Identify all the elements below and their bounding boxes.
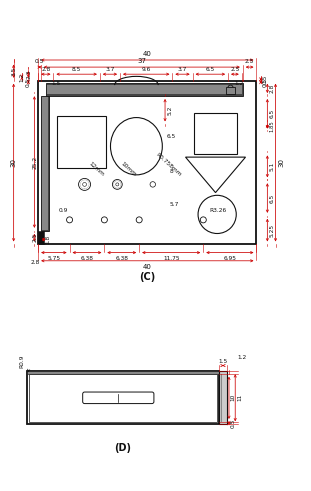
Text: (D): (D) — [115, 443, 132, 453]
Text: 11: 11 — [237, 394, 242, 402]
Text: 1.85: 1.85 — [270, 121, 275, 132]
Bar — [219, 371, 226, 424]
Text: 3.7: 3.7 — [105, 67, 115, 72]
Text: 5.7: 5.7 — [169, 202, 179, 207]
Bar — [29, 374, 217, 422]
Text: 2.5: 2.5 — [230, 67, 239, 72]
Text: R0.758mm: R0.758mm — [154, 152, 182, 177]
Text: 8.5: 8.5 — [72, 67, 81, 72]
Text: 1.2: 1.2 — [20, 73, 25, 82]
Text: 37: 37 — [137, 58, 146, 64]
Text: 8: 8 — [169, 169, 173, 174]
Text: 5.1: 5.1 — [270, 162, 275, 171]
Bar — [221, 374, 222, 422]
Bar — [42, 97, 48, 230]
Text: 2.8: 2.8 — [270, 83, 275, 93]
Bar — [48, 85, 242, 94]
Text: 6.5: 6.5 — [206, 67, 215, 72]
Text: 10mm: 10mm — [120, 161, 137, 177]
Text: 40: 40 — [143, 264, 152, 270]
Text: 1.2: 1.2 — [238, 355, 247, 360]
Bar — [194, 113, 237, 154]
Text: 40: 40 — [143, 51, 152, 57]
Text: 0.9: 0.9 — [58, 208, 68, 213]
Text: 0.5: 0.5 — [26, 78, 30, 87]
Text: 5.2: 5.2 — [167, 106, 172, 115]
Text: 6.38: 6.38 — [81, 256, 94, 261]
Text: R3.26: R3.26 — [209, 208, 226, 213]
Text: 0.5: 0.5 — [231, 418, 236, 428]
Text: 5.75: 5.75 — [47, 256, 60, 261]
Text: 1.5: 1.5 — [52, 81, 61, 85]
Bar — [41, 96, 49, 231]
Text: 0.5: 0.5 — [35, 59, 44, 64]
Text: 0.5: 0.5 — [263, 78, 268, 87]
Text: 1.5: 1.5 — [218, 358, 228, 364]
Bar — [27, 371, 219, 424]
Text: 1.8: 1.8 — [45, 235, 50, 244]
Bar — [226, 87, 234, 94]
Text: 30: 30 — [278, 158, 284, 167]
Bar — [46, 83, 243, 96]
Text: 2.5: 2.5 — [32, 233, 37, 242]
Text: 25.2: 25.2 — [32, 156, 37, 168]
Text: 6.38: 6.38 — [115, 256, 128, 261]
Text: 12mm: 12mm — [87, 161, 105, 177]
Text: 0.5: 0.5 — [263, 75, 268, 84]
Text: 6.5: 6.5 — [166, 134, 176, 139]
Text: 11.75: 11.75 — [163, 256, 179, 261]
Bar — [38, 81, 257, 245]
Bar — [27, 371, 219, 374]
Bar — [57, 116, 106, 168]
Text: (C): (C) — [139, 272, 156, 282]
Text: 3.7: 3.7 — [178, 67, 187, 72]
Text: 6.5: 6.5 — [270, 193, 275, 203]
Text: 6.95: 6.95 — [223, 256, 236, 261]
Text: 5.25: 5.25 — [270, 223, 275, 237]
Text: 6.5: 6.5 — [270, 109, 275, 118]
Text: 2.8: 2.8 — [41, 67, 50, 72]
Text: 10: 10 — [231, 394, 236, 402]
Bar — [38, 231, 44, 245]
Text: 2.5: 2.5 — [245, 59, 254, 64]
Text: 3.5: 3.5 — [12, 66, 16, 76]
Text: 1.2: 1.2 — [234, 81, 244, 85]
Text: 2.3: 2.3 — [26, 70, 31, 79]
Text: 2.8: 2.8 — [31, 260, 40, 265]
Text: R0.9: R0.9 — [20, 354, 25, 368]
Text: 9.6: 9.6 — [142, 67, 151, 72]
Text: 30: 30 — [11, 158, 17, 167]
